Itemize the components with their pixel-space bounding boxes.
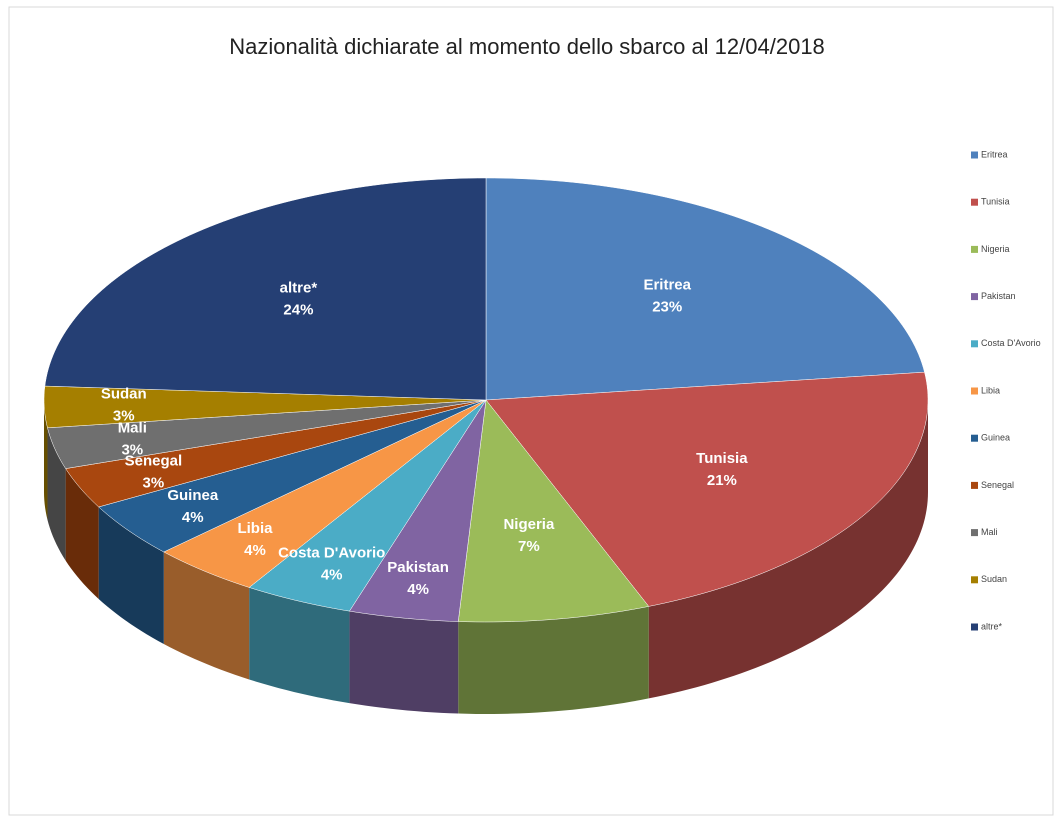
legend-label: Guinea: [981, 433, 1010, 443]
pie-slice: [248, 399, 487, 612]
legend-swatch: [971, 245, 978, 253]
legend-swatch: [971, 434, 978, 442]
pie-slice: [47, 399, 487, 469]
data-label-name: Senegal: [125, 452, 183, 469]
data-label-name: Libia: [237, 520, 273, 537]
legend-swatch: [971, 529, 978, 537]
legend-label: Costa D'Avorio: [981, 338, 1041, 348]
data-label-name: Eritrea: [643, 277, 691, 294]
pie-side: [349, 611, 459, 714]
pie-side: [458, 606, 649, 714]
data-label-name: altre*: [280, 280, 318, 297]
data-label-name: Tunisia: [696, 450, 748, 467]
legend-swatch: [971, 151, 978, 159]
pie-slice: [44, 177, 487, 401]
legend-swatch: [971, 387, 978, 395]
pie-side: [98, 506, 164, 644]
legend-label: Nigeria: [981, 244, 1010, 254]
data-label-name: Guinea: [167, 487, 219, 504]
data-label-name: Costa D'Avorio: [278, 545, 385, 562]
data-label-value: 24%: [283, 302, 313, 319]
data-label-value: 3%: [121, 442, 143, 459]
data-label-value: 23%: [652, 299, 682, 316]
legend-swatch: [971, 576, 978, 584]
legend-swatch: [971, 481, 978, 489]
legend-label: Sudan: [981, 574, 1007, 584]
data-label-value: 7%: [518, 538, 540, 555]
legend-label: Tunisia: [981, 197, 1010, 207]
data-label-value: 4%: [407, 581, 429, 598]
data-label-value: 3%: [143, 474, 165, 491]
pie-slice: [65, 399, 487, 508]
pie-slice: [348, 399, 487, 622]
data-label-value: 4%: [244, 542, 266, 559]
data-label-value: 3%: [113, 408, 135, 425]
chart-title: Nazionalità dichiarate al momento dello …: [229, 34, 825, 59]
pie-slice: [43, 385, 487, 429]
legend-label: Libia: [981, 385, 1000, 395]
legend-label: Pakistan: [981, 291, 1016, 301]
pie-side: [65, 468, 99, 599]
legend-label: Mali: [981, 527, 998, 537]
data-label-name: Pakistan: [387, 559, 449, 576]
pie-side: [648, 400, 928, 699]
pie-slice: [485, 177, 925, 401]
data-label-value: 21%: [707, 472, 737, 489]
data-label-value: 4%: [321, 567, 343, 584]
legend-swatch: [971, 340, 978, 348]
legend-label: Senegal: [981, 480, 1014, 490]
legend-swatch: [971, 623, 978, 631]
pie-slice: [457, 399, 650, 623]
pie-slice: [163, 399, 487, 588]
legend-swatch: [971, 198, 978, 206]
pie-slice: [98, 399, 487, 553]
legend-label: altre*: [981, 621, 1003, 631]
legend-label: Eritrea: [981, 149, 1008, 159]
pie-slice: [485, 371, 929, 607]
pie-side: [163, 551, 250, 680]
pie-side: [44, 400, 48, 520]
pie-side: [249, 587, 350, 704]
data-label-name: Sudan: [101, 386, 147, 403]
pie-side: [47, 427, 66, 561]
legend-swatch: [971, 293, 978, 301]
data-label-value: 4%: [182, 509, 204, 526]
data-label-name: Mali: [118, 420, 147, 437]
data-label-name: Nigeria: [503, 516, 555, 533]
